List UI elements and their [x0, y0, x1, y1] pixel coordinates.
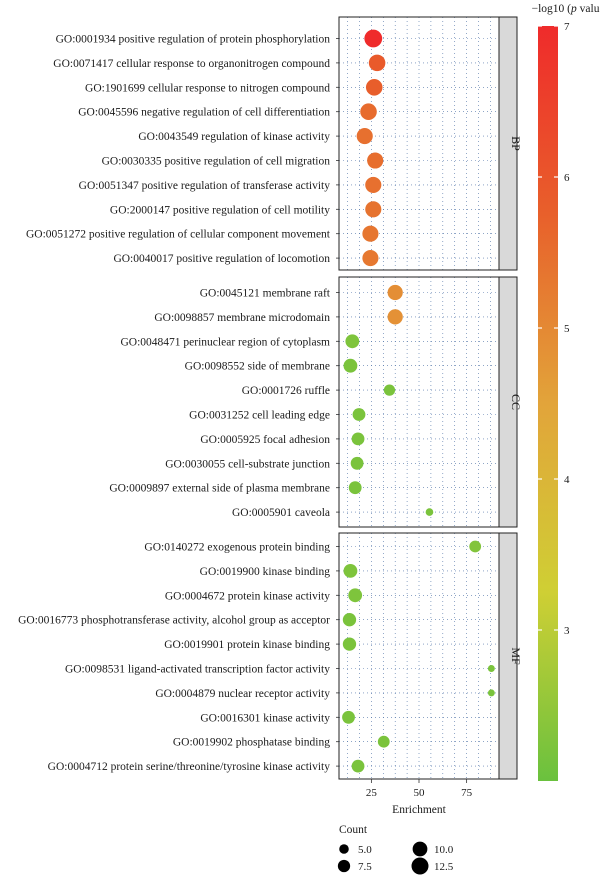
color-bar-tick-label: 6: [564, 172, 570, 184]
size-legend-label: 10.0: [434, 844, 454, 856]
dot-go-0004672: [348, 588, 363, 603]
dot-go-0001726: [383, 384, 396, 396]
dot-go-0016301: [342, 710, 355, 724]
dot-go-0005925: [351, 432, 365, 446]
size-legend-label: 5.0: [358, 844, 372, 856]
dot-go-1901699: [365, 79, 383, 96]
term-label: GO:0043549 regulation of kinase activity: [138, 131, 330, 143]
term-label: GO:0019901 protein kinase binding: [164, 639, 330, 651]
color-bar-tick-label: 3: [564, 625, 570, 637]
panels-layer: GO:0001934 positive regulation of protei…: [18, 16, 523, 780]
dot-go-0043549: [356, 128, 373, 145]
color-bar-tick-label: 5: [564, 323, 570, 335]
x-tick-label: 25: [366, 787, 378, 799]
term-label: GO:0045596 negative regulation of cell d…: [78, 107, 330, 119]
term-label: GO:0098857 membrane microdomain: [154, 312, 330, 324]
term-label: GO:0001934 positive regulation of protei…: [56, 34, 331, 46]
dot-go-0098552: [343, 358, 358, 373]
dot-go-0001934: [364, 29, 383, 48]
term-label: GO:0031252 cell leading edge: [189, 410, 330, 422]
dot-go-0004879: [487, 689, 495, 697]
term-label: GO:0140272 exogenous protein binding: [144, 542, 330, 554]
dot-go-0016773: [342, 613, 357, 627]
dot-go-0140272: [469, 540, 482, 553]
dot-go-0004712: [351, 759, 365, 773]
term-label: GO:0009897 external side of plasma membr…: [109, 483, 330, 495]
dot-go-0098857: [387, 309, 403, 325]
dot-go-0030055: [350, 456, 364, 470]
term-label: GO:0071417 cellular response to organoni…: [53, 58, 330, 70]
size-legend-key: [411, 857, 429, 875]
x-tick-label: 75: [461, 787, 473, 799]
panel-bp: GO:0001934 positive regulation of protei…: [26, 16, 523, 271]
term-label: GO:0098552 side of membrane: [185, 361, 330, 373]
term-label: GO:0005901 caveola: [232, 507, 330, 519]
term-label: GO:0004879 nuclear receptor activity: [155, 688, 330, 700]
color-bar-tick-label: 7: [564, 21, 570, 33]
size-legend: Count 5.0 7.5 10.0 12.5: [337, 824, 454, 875]
color-bar: [538, 26, 558, 781]
facet-strip: [498, 276, 518, 528]
size-legend-title: Count: [339, 824, 368, 836]
x-axis: 25 50 75: [366, 779, 473, 799]
facet-strip: [498, 16, 518, 271]
dot-go-0030335: [367, 152, 384, 169]
term-label: GO:0019902 phosphatase binding: [173, 737, 330, 749]
term-label: GO:0004672 protein kinase activity: [165, 590, 330, 602]
dot-go-0005901: [425, 508, 434, 516]
term-label: GO:0098531 ligand-activated transcriptio…: [65, 664, 330, 676]
term-label: GO:0016773 phosphotransferase activity, …: [18, 615, 330, 627]
term-label: GO:0040017 positive regulation of locomo…: [113, 253, 330, 265]
term-label: GO:1901699 cellular response to nitrogen…: [85, 82, 330, 94]
term-label: GO:0030335 positive regulation of cell m…: [102, 156, 331, 168]
dot-go-0040017: [362, 250, 379, 267]
dot-go-2000147: [365, 201, 382, 218]
facet-strip-label: CC: [509, 394, 523, 410]
term-label: GO:0019900 kinase binding: [200, 566, 331, 578]
dot-go-0045596: [360, 103, 377, 120]
dot-go-0045121: [387, 284, 403, 301]
color-legend: −log10 (p value) 3 4 5 6 7: [532, 3, 600, 781]
dot-go-0031252: [352, 408, 366, 421]
term-label: GO:0048471 perinuclear region of cytopla…: [121, 336, 331, 348]
x-axis-title: Enrichment: [392, 804, 446, 816]
term-label: GO:0016301 kinase activity: [200, 712, 330, 724]
x-tick-label: 50: [414, 787, 426, 799]
dot-go-0019902: [377, 735, 390, 748]
dot-go-0071417: [368, 54, 386, 72]
dot-go-0098531: [487, 665, 495, 672]
term-label: GO:0004712 protein serine/threonine/tyro…: [48, 761, 331, 773]
term-label: GO:0051272 positive regulation of cellul…: [26, 229, 331, 241]
panel-cc: GO:0045121 membrane raft GO:0098857 membr…: [109, 276, 523, 528]
term-label: GO:0045121 membrane raft: [200, 288, 331, 300]
facet-strip: [498, 532, 518, 780]
term-label: GO:2000147 positive regulation of cell m…: [110, 204, 330, 216]
term-label: GO:0051347 positive regulation of transf…: [79, 180, 331, 192]
facet-strip-label: MF: [509, 647, 523, 665]
term-label: GO:0005925 focal adhesion: [200, 434, 330, 446]
size-legend-label: 7.5: [358, 861, 372, 873]
panel-mf: GO:0140272 exogenous protein binding GO:0…: [18, 532, 523, 780]
dot-go-0009897: [348, 481, 362, 495]
term-label: GO:0001726 ruffle: [242, 385, 330, 397]
dot-go-0048471: [345, 334, 360, 349]
size-legend-key: [337, 859, 351, 873]
size-legend-key: [339, 844, 349, 854]
term-label: GO:0030055 cell-substrate junction: [165, 458, 330, 470]
size-legend-label: 12.5: [434, 861, 454, 873]
size-legend-key: [412, 841, 428, 857]
facet-strip-label: BP: [509, 136, 523, 151]
dot-go-0051347: [365, 176, 382, 193]
dot-go-0051272: [362, 225, 379, 242]
color-bar-tick-label: 4: [564, 474, 570, 486]
dot-go-0019901: [342, 637, 357, 651]
dot-go-0019900: [343, 564, 358, 578]
color-legend-title: −log10 (p value): [532, 3, 600, 15]
